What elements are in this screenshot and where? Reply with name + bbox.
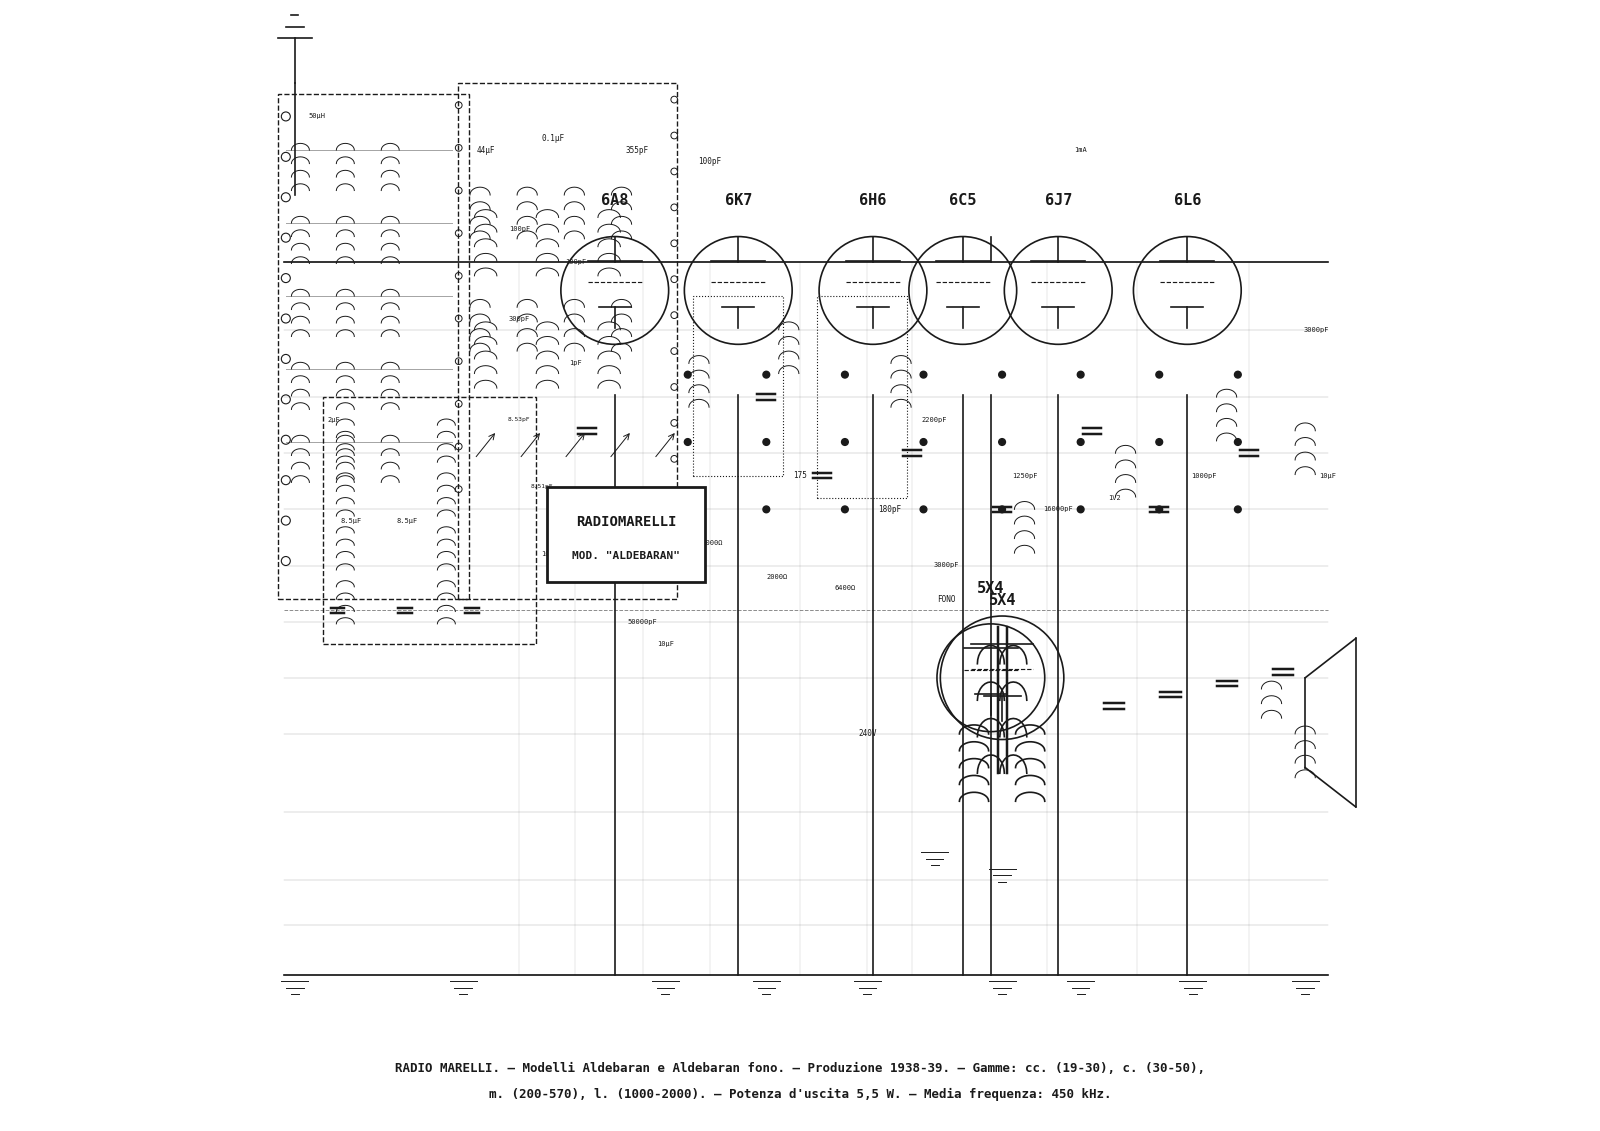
Text: 50000pF: 50000pF [627,619,658,624]
Text: 355pF: 355pF [626,146,648,155]
Circle shape [1155,506,1163,512]
Text: 8.53pF: 8.53pF [509,417,531,422]
Text: FONO: FONO [936,595,955,604]
Circle shape [685,506,691,512]
Circle shape [1235,506,1242,512]
Circle shape [998,439,1005,446]
Circle shape [842,371,848,378]
Text: 175: 175 [794,472,806,481]
Text: 6H6: 6H6 [859,193,886,208]
Text: 12000Ω: 12000Ω [698,539,723,546]
Circle shape [1235,371,1242,378]
Text: 1pF: 1pF [570,361,582,366]
Text: 8.51pF: 8.51pF [531,484,554,490]
Text: 3000pF: 3000pF [933,562,958,569]
Circle shape [842,439,848,446]
Circle shape [763,439,770,446]
Text: 180pF: 180pF [878,504,901,513]
Text: MOD. "ALDEBARAN": MOD. "ALDEBARAN" [571,551,680,561]
Text: 100pF: 100pF [565,259,586,266]
Text: 0.1μF: 0.1μF [541,135,565,144]
Circle shape [1235,439,1242,446]
Text: 5X4: 5X4 [978,581,1005,596]
Circle shape [920,439,926,446]
Text: 2000Ω: 2000Ω [766,573,789,580]
Circle shape [842,506,848,512]
Text: 300pF: 300pF [509,316,530,321]
Text: RADIO MARELLI. — Modelli Aldebaran e Aldebaran fono. — Produzione 1938-39. — Gam: RADIO MARELLI. — Modelli Aldebaran e Ald… [395,1062,1205,1076]
Text: 100pF: 100pF [509,226,530,232]
Text: 16000pF: 16000pF [1043,507,1074,512]
Text: 100pF: 100pF [699,157,722,166]
Text: m. (200-570), l. (1000-2000). — Potenza d'uscita 5,5 W. — Media frequenza: 450 k: m. (200-570), l. (1000-2000). — Potenza … [488,1088,1112,1102]
Text: 10μF: 10μF [1318,473,1336,478]
Circle shape [685,371,691,378]
Circle shape [920,506,926,512]
Text: 1000pF: 1000pF [1192,473,1218,478]
Text: 106: 106 [541,551,554,558]
Text: 8.5μF: 8.5μF [397,518,418,524]
Circle shape [1077,371,1085,378]
Circle shape [763,506,770,512]
Text: 1250pF: 1250pF [1011,473,1037,478]
Text: 2200pF: 2200pF [922,416,947,423]
Circle shape [998,506,1005,512]
FancyBboxPatch shape [547,487,704,582]
Text: 5X4: 5X4 [989,593,1016,608]
Circle shape [763,371,770,378]
Text: 6A8: 6A8 [602,193,629,208]
Circle shape [685,439,691,446]
Circle shape [1077,506,1085,512]
Text: 8.5μF: 8.5μF [341,518,362,524]
Text: 3000pF: 3000pF [1304,327,1330,333]
Text: 1V2: 1V2 [1107,495,1120,501]
Text: 50μH: 50μH [309,113,326,120]
Circle shape [998,371,1005,378]
Circle shape [1155,439,1163,446]
Text: 6K7: 6K7 [725,193,752,208]
Text: 6C5: 6C5 [949,193,976,208]
Text: 1mA: 1mA [1074,147,1086,153]
Text: 10μF: 10μF [656,641,674,647]
Text: 6L6: 6L6 [1174,193,1202,208]
Text: 240V: 240V [858,729,877,739]
Text: 44μF: 44μF [477,146,494,155]
Circle shape [1155,371,1163,378]
Text: 6J7: 6J7 [1045,193,1072,208]
Text: RADIOMARELLI: RADIOMARELLI [576,515,677,529]
Circle shape [920,371,926,378]
Text: 2μF: 2μF [328,416,341,423]
Text: 6400Ω: 6400Ω [834,585,856,592]
Circle shape [1077,439,1085,446]
